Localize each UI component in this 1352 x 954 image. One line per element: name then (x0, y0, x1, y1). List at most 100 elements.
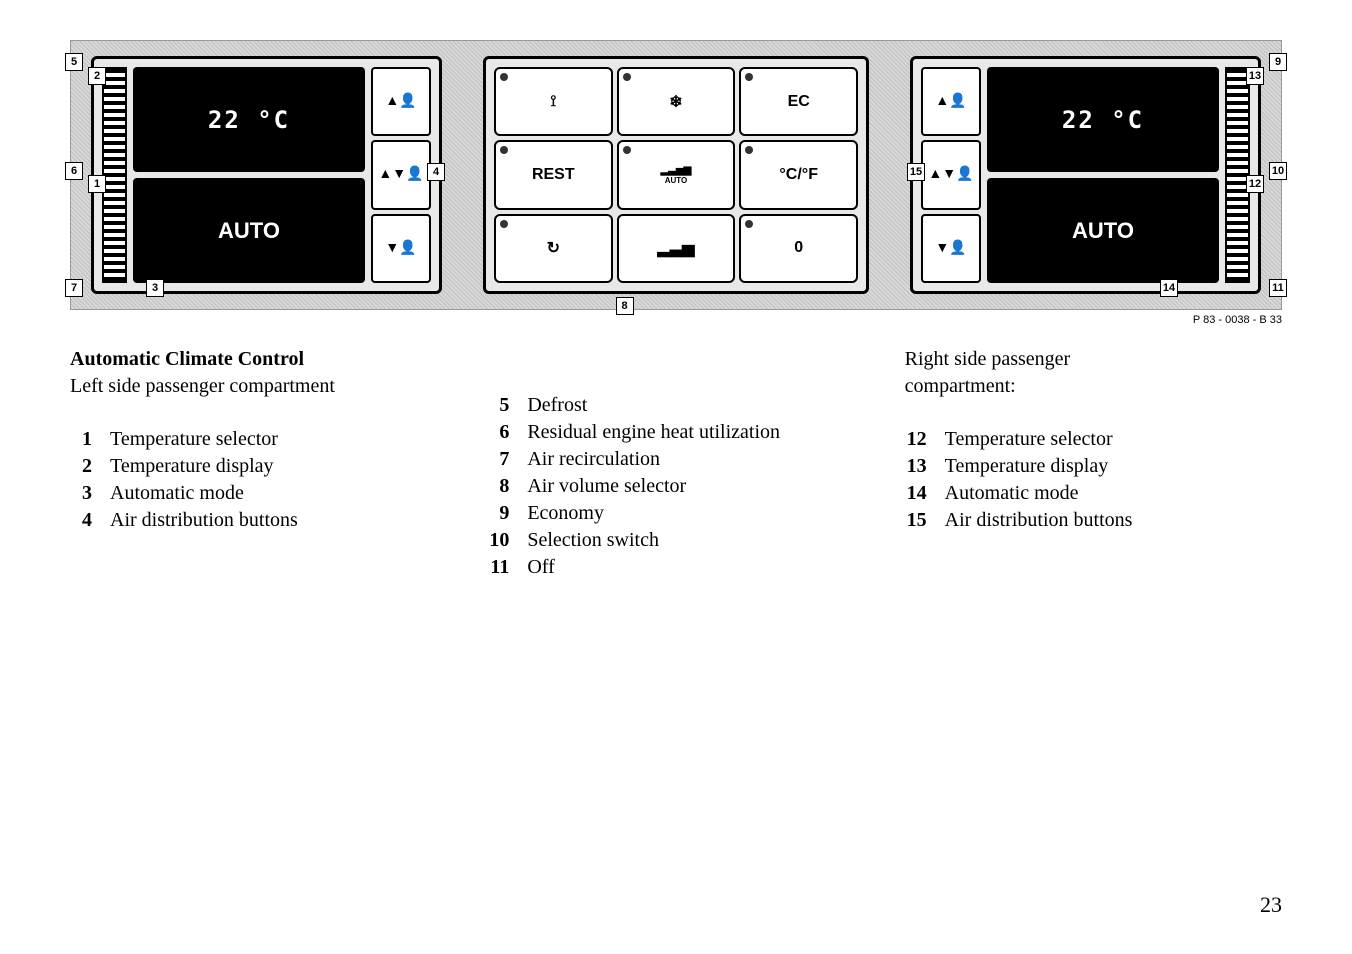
recirc-button: ↻ (494, 214, 613, 283)
rest-button: REST (494, 140, 613, 209)
legend-number: 15 (905, 507, 927, 534)
callout-12: 12 (1246, 175, 1264, 193)
callout-7: 7 (65, 279, 83, 297)
right-title-line2: compartment: (905, 373, 1282, 400)
climate-control-diagram: 22 °C AUTO ▲👤 ▲▼👤 ▼👤 1 2 3 4 ⟟ ❄ EC REST… (70, 40, 1282, 326)
legend-text: Economy (527, 500, 864, 527)
legend-number: 13 (905, 453, 927, 480)
callout-6: 6 (65, 162, 83, 180)
selection-switch: ▂▃▅ (617, 214, 736, 283)
callout-1: 1 (88, 175, 106, 193)
callout-11: 11 (1269, 279, 1287, 297)
ac-button: ❄ (617, 67, 736, 136)
legend-number: 7 (487, 446, 509, 473)
air-dist-button-down: ▼👤 (371, 214, 431, 283)
callout-3: 3 (146, 279, 164, 297)
legend-number: 12 (905, 426, 927, 453)
left-auto-label: AUTO (133, 178, 365, 283)
legend-row: 14 Automatic mode (905, 480, 1282, 507)
legend-number: 9 (487, 500, 509, 527)
ec-label: EC (788, 93, 810, 111)
air-dist-button-up-r: ▲👤 (921, 67, 981, 136)
legend-number: 1 (70, 426, 92, 453)
legend-row: 1 Temperature selector (70, 426, 447, 453)
left-temp-display: 22 °C (133, 67, 365, 172)
legend-number: 8 (487, 473, 509, 500)
left-side-buttons: ▲👤 ▲▼👤 ▼👤 (371, 67, 431, 283)
legend-text: Selection switch (527, 527, 864, 554)
defrost-button: ⟟ (494, 67, 613, 136)
legend-row: 8 Air volume selector (487, 473, 864, 500)
air-dist-button-down-r: ▼👤 (921, 214, 981, 283)
legend-columns: Automatic Climate Control Left side pass… (70, 346, 1282, 581)
volume-icon: ▂▃▅▆ (661, 165, 692, 176)
air-dist-button-mid-r: ▲▼👤 (921, 140, 981, 209)
legend-text: Air recirculation (527, 446, 864, 473)
legend-text: Temperature selector (945, 426, 1282, 453)
right-temp-display: 22 °C (987, 67, 1219, 172)
legend-row: 7 Air recirculation (487, 446, 864, 473)
air-dist-button-up: ▲👤 (371, 67, 431, 136)
callout-5: 5 (65, 53, 83, 71)
callout-10: 10 (1269, 162, 1287, 180)
diagram-image: 22 °C AUTO ▲👤 ▲▼👤 ▼👤 1 2 3 4 ⟟ ❄ EC REST… (70, 40, 1282, 310)
legend-number: 4 (70, 507, 92, 534)
callout-2: 2 (88, 67, 106, 85)
defrost-icon: ⟟ (550, 93, 556, 111)
right-side-buttons: ▲👤 ▲▼👤 ▼👤 (921, 67, 981, 283)
legend-column-center: 5 Defrost 6 Residual engine heat utilizatio… (487, 346, 864, 581)
legend-row: 11 Off (487, 554, 864, 581)
legend-text: Defrost (527, 392, 864, 419)
cf-label: °C/°F (779, 166, 818, 184)
legend-number: 14 (905, 480, 927, 507)
recirc-icon: ↻ (547, 238, 560, 258)
legend-number: 6 (487, 419, 509, 446)
legend-number: 2 (70, 453, 92, 480)
legend-row: 5 Defrost (487, 392, 864, 419)
volume-selector: ▂▃▅▆AUTO (617, 140, 736, 209)
right-heading: Right side passenger compartment: (905, 346, 1282, 400)
legend-row: 15 Air distribution buttons (905, 507, 1282, 534)
legend-text: Air distribution buttons (945, 507, 1282, 534)
cf-button: °C/°F (739, 140, 858, 209)
callout-8: 8 (616, 297, 634, 315)
legend-number: 11 (487, 554, 509, 581)
legend-row: 10 Selection switch (487, 527, 864, 554)
callout-4: 4 (427, 163, 445, 181)
right-title-line1: Right side passenger (905, 346, 1282, 373)
left-heading: Automatic Climate Control Left side pass… (70, 346, 447, 400)
snowflake-icon: ❄ (669, 92, 682, 112)
legend-number: 10 (487, 527, 509, 554)
legend-text: Temperature display (945, 453, 1282, 480)
title-bold: Automatic Climate Control (70, 346, 447, 373)
title-sub: Left side passenger compartment (70, 373, 447, 400)
legend-row: 12 Temperature selector (905, 426, 1282, 453)
ec-button: EC (739, 67, 858, 136)
diagram-caption: P 83 - 0038 - B 33 (70, 314, 1282, 326)
legend-text: Air distribution buttons (110, 507, 447, 534)
rest-label: REST (532, 166, 575, 184)
legend-column-left: Automatic Climate Control Left side pass… (70, 346, 447, 581)
right-auto-label: AUTO (987, 178, 1219, 283)
legend-row: 2Temperature display (70, 453, 447, 480)
legend-text: Residual engine heat utilization (527, 419, 864, 446)
left-climate-panel: 22 °C AUTO ▲👤 ▲▼👤 ▼👤 1 2 3 4 (91, 56, 442, 294)
legend-text: Automatic mode (945, 480, 1282, 507)
legend-text: Air volume selector (527, 473, 864, 500)
center-climate-panel: ⟟ ❄ EC REST ▂▃▅▆AUTO °C/°F ↻ ▂▃▅ 0 5 6 7… (483, 56, 869, 294)
legend-row: 13 Temperature display (905, 453, 1282, 480)
air-dist-button-mid: ▲▼👤 (371, 140, 431, 209)
callout-13: 13 (1246, 67, 1264, 85)
off-button: 0 (739, 214, 858, 283)
callout-15: 15 (907, 163, 925, 181)
legend-row: 6 Residual engine heat utilization (487, 419, 864, 446)
callout-9: 9 (1269, 53, 1287, 71)
legend-number: 3 (70, 480, 92, 507)
page-number: 23 (1260, 892, 1282, 918)
legend-text: Temperature selector (110, 426, 447, 453)
legend-text: Automatic mode (110, 480, 447, 507)
legend-number: 5 (487, 392, 509, 419)
legend-row: 3 Automatic mode (70, 480, 447, 507)
legend-text: Off (527, 554, 864, 581)
volume-auto: AUTO (665, 176, 688, 185)
